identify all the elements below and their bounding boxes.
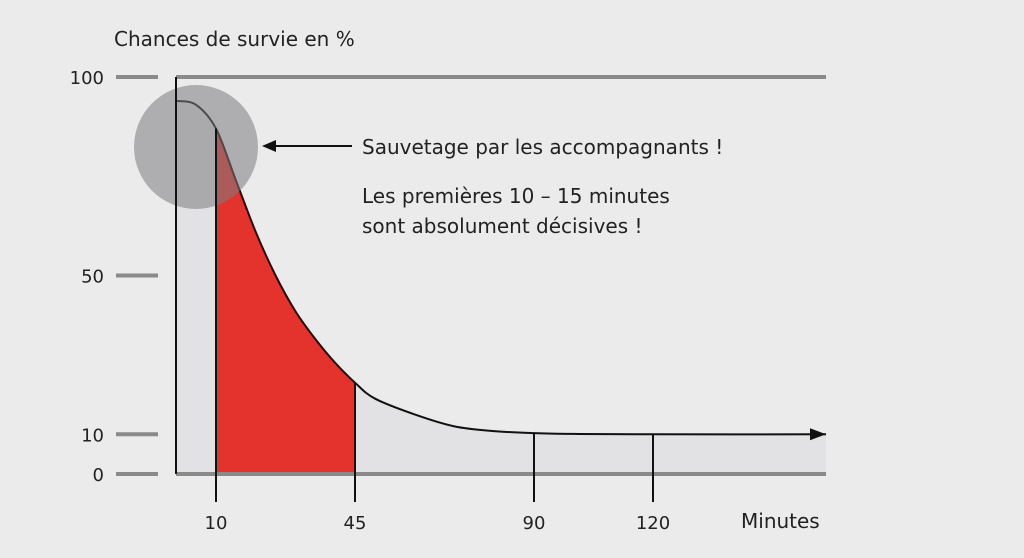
decisive-note-line-2: sont absolument décisives ! bbox=[362, 214, 643, 238]
tick-label-layer: 0 10 50 100 10 45 90 120 bbox=[70, 68, 671, 534]
decisive-note-line-1: Les premières 10 – 15 minutes bbox=[362, 184, 670, 208]
rescue-highlight-circle bbox=[134, 85, 258, 209]
axis-layer bbox=[175, 77, 826, 502]
x-tick-label: 10 bbox=[205, 513, 228, 534]
y-tick-label: 50 bbox=[81, 267, 104, 288]
x-tick-label: 90 bbox=[523, 513, 546, 534]
y-tick-label: 100 bbox=[70, 68, 104, 89]
y-tick-label: 0 bbox=[93, 465, 104, 486]
highlight-circle-layer bbox=[134, 85, 258, 209]
y-tick-label: 10 bbox=[81, 425, 104, 446]
rescue-arrow-head bbox=[262, 140, 276, 152]
x-tick-label: 45 bbox=[344, 513, 367, 534]
highlight-area bbox=[216, 128, 355, 474]
x-tick-label: 120 bbox=[636, 513, 670, 534]
grid-layer bbox=[116, 75, 826, 476]
x-axis-label: Minutes bbox=[741, 509, 820, 533]
curve-arrow-head bbox=[810, 428, 826, 441]
rescue-annotation: Sauvetage par les accompagnants ! bbox=[362, 135, 723, 159]
y-axis-label: Chances de survie en % bbox=[114, 27, 355, 51]
